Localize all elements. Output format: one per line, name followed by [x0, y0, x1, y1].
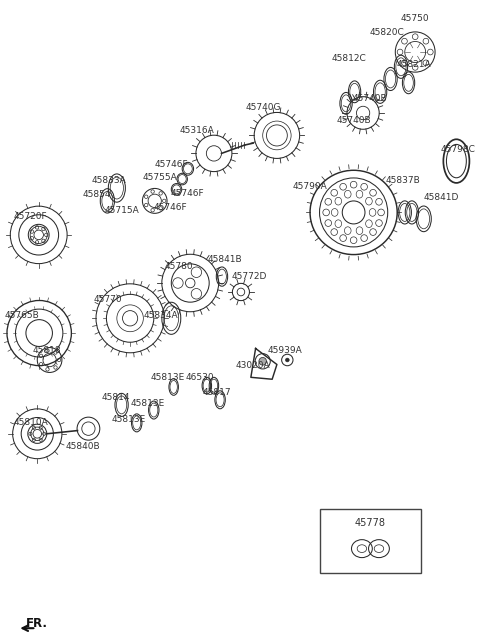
- Text: 45798C: 45798C: [440, 145, 475, 154]
- Text: 45841D: 45841D: [423, 193, 459, 202]
- Text: 45939A: 45939A: [267, 346, 302, 355]
- Text: 45813E: 45813E: [151, 373, 185, 382]
- Text: 45740B: 45740B: [336, 116, 371, 125]
- Text: 45316A: 45316A: [180, 127, 215, 136]
- Text: 45837B: 45837B: [386, 176, 421, 185]
- Text: 45818: 45818: [33, 346, 61, 355]
- Text: 45813E: 45813E: [131, 399, 165, 408]
- Text: 45772D: 45772D: [232, 272, 267, 281]
- Text: 45746F: 45746F: [170, 188, 204, 197]
- Text: 45821A: 45821A: [397, 60, 432, 69]
- Text: 45740B: 45740B: [353, 94, 387, 103]
- Text: 45778: 45778: [355, 518, 386, 528]
- Text: 46530: 46530: [185, 373, 214, 382]
- Text: 45840B: 45840B: [65, 442, 100, 451]
- Bar: [320, 509, 421, 573]
- Text: 45746F: 45746F: [153, 203, 187, 212]
- Text: 45746F: 45746F: [155, 160, 188, 169]
- Text: 45814: 45814: [102, 393, 130, 402]
- Text: 45813E: 45813E: [112, 415, 146, 424]
- Text: 45755A: 45755A: [143, 172, 178, 181]
- Text: 43020A: 43020A: [236, 361, 271, 370]
- Text: 45720F: 45720F: [14, 212, 48, 221]
- Text: 45750: 45750: [401, 14, 430, 23]
- Ellipse shape: [286, 358, 289, 362]
- Text: 45790A: 45790A: [293, 182, 327, 191]
- Text: 45780: 45780: [164, 262, 192, 271]
- Text: 45817: 45817: [203, 388, 231, 397]
- Text: 45810A: 45810A: [13, 419, 48, 428]
- Text: 45841B: 45841B: [207, 255, 242, 264]
- Text: 45765B: 45765B: [5, 311, 39, 320]
- Text: 45833A: 45833A: [92, 176, 127, 185]
- Ellipse shape: [259, 358, 266, 365]
- Text: 45854: 45854: [83, 190, 111, 199]
- Text: FR.: FR.: [26, 617, 48, 629]
- Text: 45820C: 45820C: [370, 28, 404, 37]
- Text: 45740G: 45740G: [246, 104, 281, 113]
- Text: 45715A: 45715A: [104, 206, 139, 215]
- Text: 45834A: 45834A: [143, 311, 178, 320]
- Text: 45770: 45770: [94, 294, 122, 303]
- Text: 45812C: 45812C: [332, 54, 366, 63]
